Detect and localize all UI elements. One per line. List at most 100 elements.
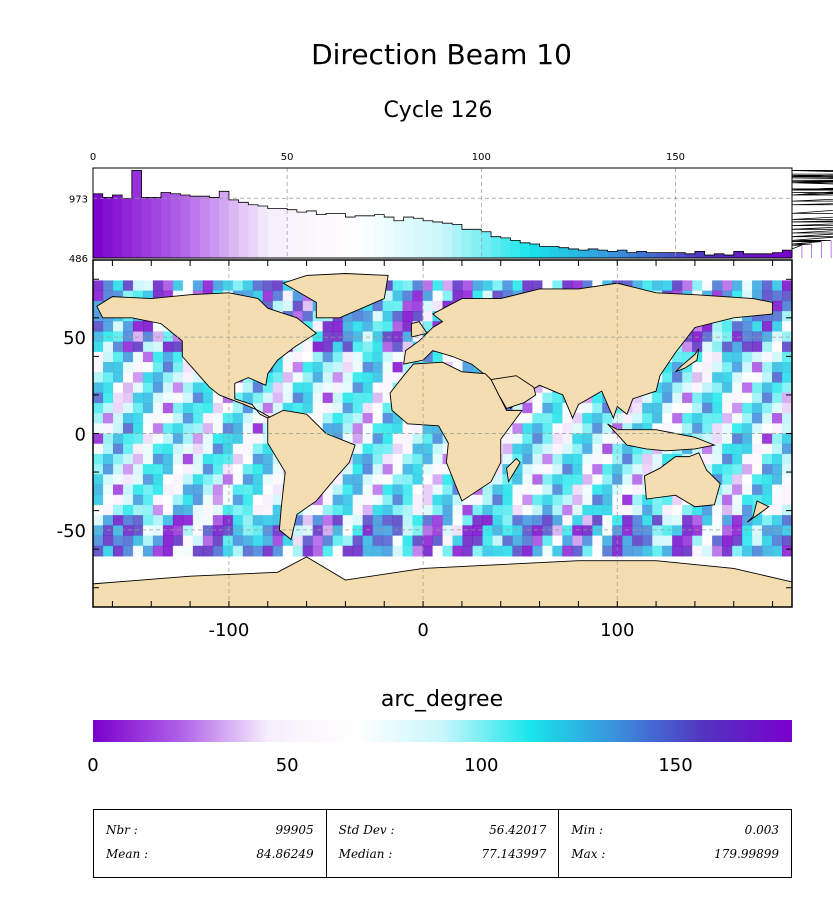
ocean-cell [712,392,723,404]
ocean-cell [712,321,723,332]
ocean-cell [532,525,543,537]
ocean-cell [172,535,184,547]
ocean-cell [102,423,114,434]
ocean-cell [342,382,354,394]
ocean-cell [242,423,254,434]
map-content [93,273,792,607]
ocean-cell [142,464,154,475]
ocean-cell [712,464,723,475]
ocean-cell [722,392,733,404]
ocean-cell [152,392,164,404]
ocean-cell [402,545,414,557]
ocean-cell [332,341,344,353]
ocean-cell [252,545,264,557]
ocean-cell [672,494,683,506]
ocean-cell [682,504,693,516]
ocean-cell [202,382,214,394]
ocean-cell [452,504,463,516]
ocean-cell [522,504,533,516]
ocean-cell [232,535,244,547]
ocean-cell [472,280,483,292]
ocean-cell [562,515,573,526]
ocean-cell [93,453,104,465]
histogram-bar [500,237,511,258]
ocean-cell [312,362,324,373]
ocean-cell [162,331,174,343]
ocean-cell [672,372,683,383]
ocean-cell [272,494,284,506]
ocean-cell [302,392,314,404]
ocean-cell [652,535,663,547]
ocean-cell [212,423,224,434]
ocean-cell [382,494,394,506]
ocean-cell [582,515,593,526]
ocean-cell [142,504,154,516]
mean-value: 84.86249 [256,847,314,861]
ocean-cell [432,443,443,455]
ocean-cell [362,372,374,383]
ocean-cell [772,494,783,506]
ocean-cell [202,464,214,475]
ocean-cell [152,382,164,394]
ocean-cell [412,300,424,312]
ocean-cell [392,474,404,486]
std-label: Std Dev : [338,823,395,837]
land-indonesia [607,423,716,452]
ocean-cell [332,545,344,557]
ocean-cell [262,474,274,486]
histogram-bar [199,196,210,258]
ocean-cell [122,494,134,506]
ocean-cell [602,464,613,475]
ocean-cell [332,484,344,496]
ocean-cell [632,494,643,506]
ocean-cell [622,545,633,557]
ocean-cell [362,525,374,537]
ocean-cell [632,402,643,414]
ocean-cell [722,504,733,516]
ocean-cell [352,484,364,496]
ocean-cell [272,484,284,496]
ocean-cell [732,402,743,414]
ocean-cell [432,464,443,475]
ocean-cell [382,453,394,465]
ocean-cell [232,433,244,445]
ocean-cell [762,290,773,302]
ocean-cell [692,392,703,404]
ocean-cell [272,392,284,404]
ocean-cell [732,423,743,434]
min-value: 0.003 [744,823,780,837]
ocean-cell [212,515,224,526]
ocean-cell [352,464,364,475]
ocean-cell [302,351,314,363]
ocean-cell [532,464,543,475]
ocean-cell [762,392,773,404]
ocean-cell [262,453,274,465]
ocean-cell [182,525,194,537]
ocean-cell [122,392,134,404]
stats-col-count: Nbr : 99905 Mean : 84.86249 [94,810,327,877]
ocean-cell [642,453,653,465]
ocean-cell [672,413,683,424]
ocean-cell [582,474,593,486]
ocean-cell [722,280,733,292]
ocean-cell [612,504,623,516]
ocean-cell [422,290,434,302]
histogram-bar [335,213,346,258]
ocean-cell [732,341,743,353]
ocean-cell [162,484,174,496]
ocean-cell [252,392,264,404]
ocean-cell [93,474,104,486]
ocean-cell [142,494,154,506]
ocean-cell [552,484,563,496]
ocean-cell [202,545,214,557]
histogram-bar [461,229,473,258]
ocean-cell [662,372,673,383]
histogram-bar [131,170,142,258]
ocean-cell [532,484,543,496]
histogram-bar [180,194,191,258]
ocean-cell [152,464,164,475]
ocean-cell [252,494,264,506]
ocean-cell [222,464,234,475]
ocean-cell [592,535,603,547]
ocean-cell [152,372,164,383]
